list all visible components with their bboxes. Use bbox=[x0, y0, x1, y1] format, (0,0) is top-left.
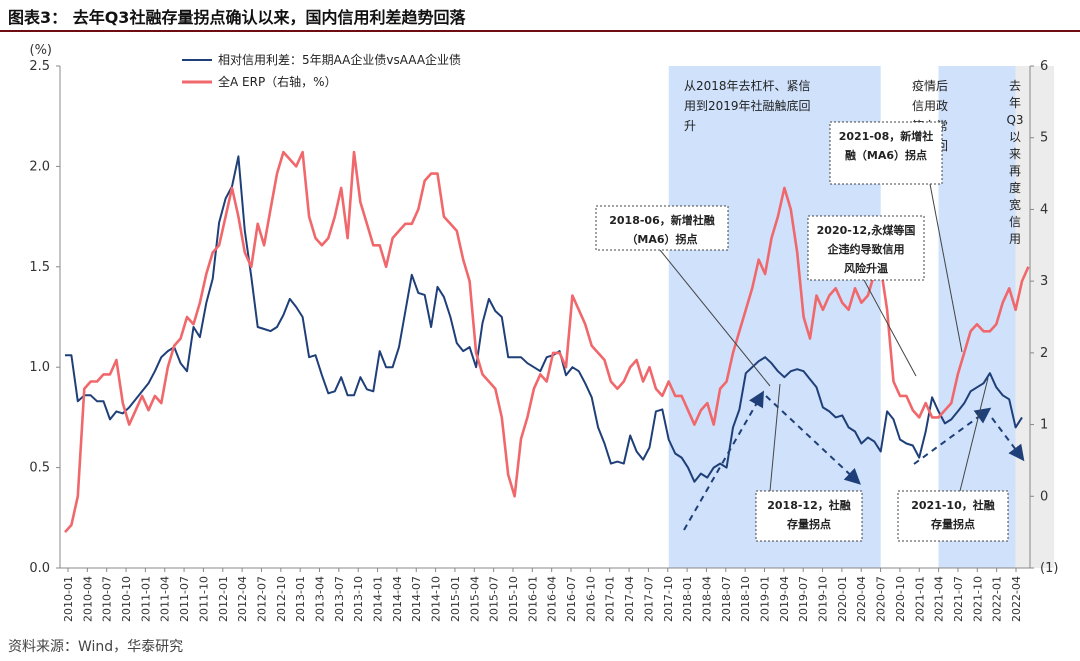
trend-arrow-3 bbox=[913, 407, 992, 465]
shaded-period-label-1: 从2018年去杠杆、紧信用到2019年社融触底回升 bbox=[684, 78, 811, 133]
shaded-period-label-3: 去年 Q3 以来再度宽信用 bbox=[1006, 79, 1023, 246]
right-tick-label: 4 bbox=[1040, 202, 1048, 217]
x-tick-label: 2015-07 bbox=[488, 576, 501, 622]
annotation-2018-06-text: 2018-06，新增社融（MA6）拐点 bbox=[609, 213, 715, 246]
right-tick-label: 1 bbox=[1040, 418, 1048, 433]
x-tick-label: 2015-01 bbox=[449, 576, 462, 622]
x-tick-label: 2017-07 bbox=[642, 576, 655, 622]
left-tick-label: 1.5 bbox=[29, 260, 50, 275]
annotation-2021-08-box bbox=[829, 121, 943, 185]
x-tick-label: 2013-10 bbox=[352, 576, 365, 622]
x-tick-label: 2014-10 bbox=[430, 576, 443, 622]
trend-arrow-4 bbox=[991, 417, 1025, 462]
x-tick-label: 2018-10 bbox=[739, 576, 752, 622]
erp-line bbox=[64, 150, 1030, 533]
x-tick-label: 2011-10 bbox=[197, 576, 210, 622]
legend-label-2: 全A ERP（右轴，%） bbox=[218, 74, 337, 89]
x-tick-label: 2022-01 bbox=[991, 576, 1004, 622]
x-tick-label: 2017-10 bbox=[662, 576, 675, 622]
x-tick-label: 2012-07 bbox=[255, 576, 268, 622]
x-tick-label: 2019-10 bbox=[817, 576, 830, 622]
x-tick-label: 2014-07 bbox=[410, 576, 423, 622]
left-axis-unit: (%) bbox=[30, 43, 53, 58]
annotation-2018-12-box bbox=[755, 490, 863, 542]
x-tick-label: 2021-10 bbox=[971, 576, 984, 622]
trend-arrow-2 bbox=[765, 395, 861, 485]
shaded-period-2 bbox=[938, 66, 1016, 568]
chart-title: 图表3： 去年Q3社融存量拐点确认以来，国内信用利差趋势回落 bbox=[8, 8, 466, 27]
x-tick-label: 2016-10 bbox=[584, 576, 597, 622]
x-tick-label: 2018-04 bbox=[700, 576, 713, 622]
legend-label-1: 相对信用利差：5年期AA企业债vsAAA企业债 bbox=[218, 52, 461, 67]
right-tick-label: 2 bbox=[1040, 346, 1048, 361]
x-tick-label: 2015-04 bbox=[468, 576, 481, 622]
title-rule bbox=[0, 30, 1080, 32]
x-tick-label: 2016-07 bbox=[565, 576, 578, 622]
annotation-2018-06-box bbox=[595, 205, 729, 251]
x-tick-label: 2011-07 bbox=[178, 576, 191, 622]
annotation-2021-10-leader bbox=[959, 377, 989, 492]
source-note: 资料来源：Wind，华泰研究 bbox=[8, 639, 184, 655]
x-tick-label: 2014-01 bbox=[372, 576, 385, 622]
x-tick-label: 2019-07 bbox=[797, 576, 810, 622]
left-tick-label: 2.5 bbox=[29, 59, 50, 74]
x-tick-label: 2020-01 bbox=[836, 576, 849, 622]
left-tick-label: 1.0 bbox=[29, 360, 50, 375]
x-tick-label: 2012-10 bbox=[275, 576, 288, 622]
annotation-2021-10-text: 2021-10，社融存量拐点 bbox=[911, 498, 995, 531]
x-tick-label: 2011-01 bbox=[139, 576, 152, 622]
x-tick-label: 2012-01 bbox=[217, 576, 230, 622]
left-tick-label: 0.5 bbox=[29, 461, 50, 476]
annotation-2021-08-text: 2021-08，新增社融（MA6）拐点 bbox=[839, 129, 934, 162]
left-tick-label: 0.0 bbox=[29, 561, 50, 576]
left-tick-label: 2.0 bbox=[29, 159, 50, 174]
right-tick-label: 3 bbox=[1040, 274, 1048, 289]
right-tick-label: (1) bbox=[1040, 561, 1058, 576]
x-tick-label: 2021-07 bbox=[952, 576, 965, 622]
x-tick-label: 2016-04 bbox=[546, 576, 559, 622]
annotation-2018-12-text: 2018-12，社融存量拐点 bbox=[767, 498, 851, 531]
x-tick-label: 2015-10 bbox=[507, 576, 520, 622]
annotation-2021-08-leader bbox=[929, 183, 963, 353]
credit-spread-line bbox=[65, 155, 1023, 483]
x-tick-label: 2020-10 bbox=[894, 576, 907, 622]
right-tick-label: 5 bbox=[1040, 131, 1048, 146]
x-tick-label: 2013-04 bbox=[314, 576, 327, 622]
x-tick-label: 2010-10 bbox=[120, 576, 133, 622]
annotation-2018-06-leader bbox=[659, 249, 771, 387]
x-tick-label: 2020-07 bbox=[875, 576, 888, 622]
x-tick-label: 2014-04 bbox=[391, 576, 404, 622]
x-tick-label: 2018-01 bbox=[681, 576, 694, 622]
x-tick-label: 2013-01 bbox=[294, 576, 307, 622]
shaded-period-3 bbox=[1015, 66, 1055, 568]
right-tick-label: 6 bbox=[1040, 59, 1048, 74]
x-tick-label: 2021-04 bbox=[933, 576, 946, 622]
trend-arrow-1 bbox=[683, 390, 764, 531]
x-tick-label: 2011-04 bbox=[159, 576, 172, 622]
annotation-2020-12-text: 2020-12,永煤等国企违约导致信用风险升温 bbox=[817, 223, 916, 275]
annotation-2021-10-box bbox=[897, 490, 1009, 542]
x-tick-label: 2022-04 bbox=[1010, 576, 1023, 622]
x-tick-label: 2010-04 bbox=[81, 576, 94, 622]
x-tick-label: 2016-01 bbox=[526, 576, 539, 622]
x-tick-label: 2019-01 bbox=[758, 576, 771, 622]
chart-svg: 从2018年去杠杆、紧信用到2019年社融触底回升疫情后信用政策向常态化回去年Q… bbox=[29, 43, 1058, 622]
annotation-2018-12-leader bbox=[769, 383, 781, 492]
x-tick-label: 2013-07 bbox=[333, 576, 346, 622]
x-tick-label: 2020-04 bbox=[855, 576, 868, 622]
annotation-2020-12-leader bbox=[863, 279, 917, 377]
x-tick-label: 2018-07 bbox=[720, 576, 733, 622]
right-tick-label: 0 bbox=[1040, 489, 1048, 504]
x-tick-label: 2010-07 bbox=[101, 576, 114, 622]
annotation-2020-12-box bbox=[807, 215, 925, 281]
x-tick-label: 2017-04 bbox=[623, 576, 636, 622]
x-tick-label: 2010-01 bbox=[62, 576, 75, 622]
x-tick-label: 2017-01 bbox=[604, 576, 617, 622]
x-tick-label: 2021-01 bbox=[913, 576, 926, 622]
x-tick-label: 2012-04 bbox=[236, 576, 249, 622]
x-tick-label: 2019-04 bbox=[778, 576, 791, 622]
